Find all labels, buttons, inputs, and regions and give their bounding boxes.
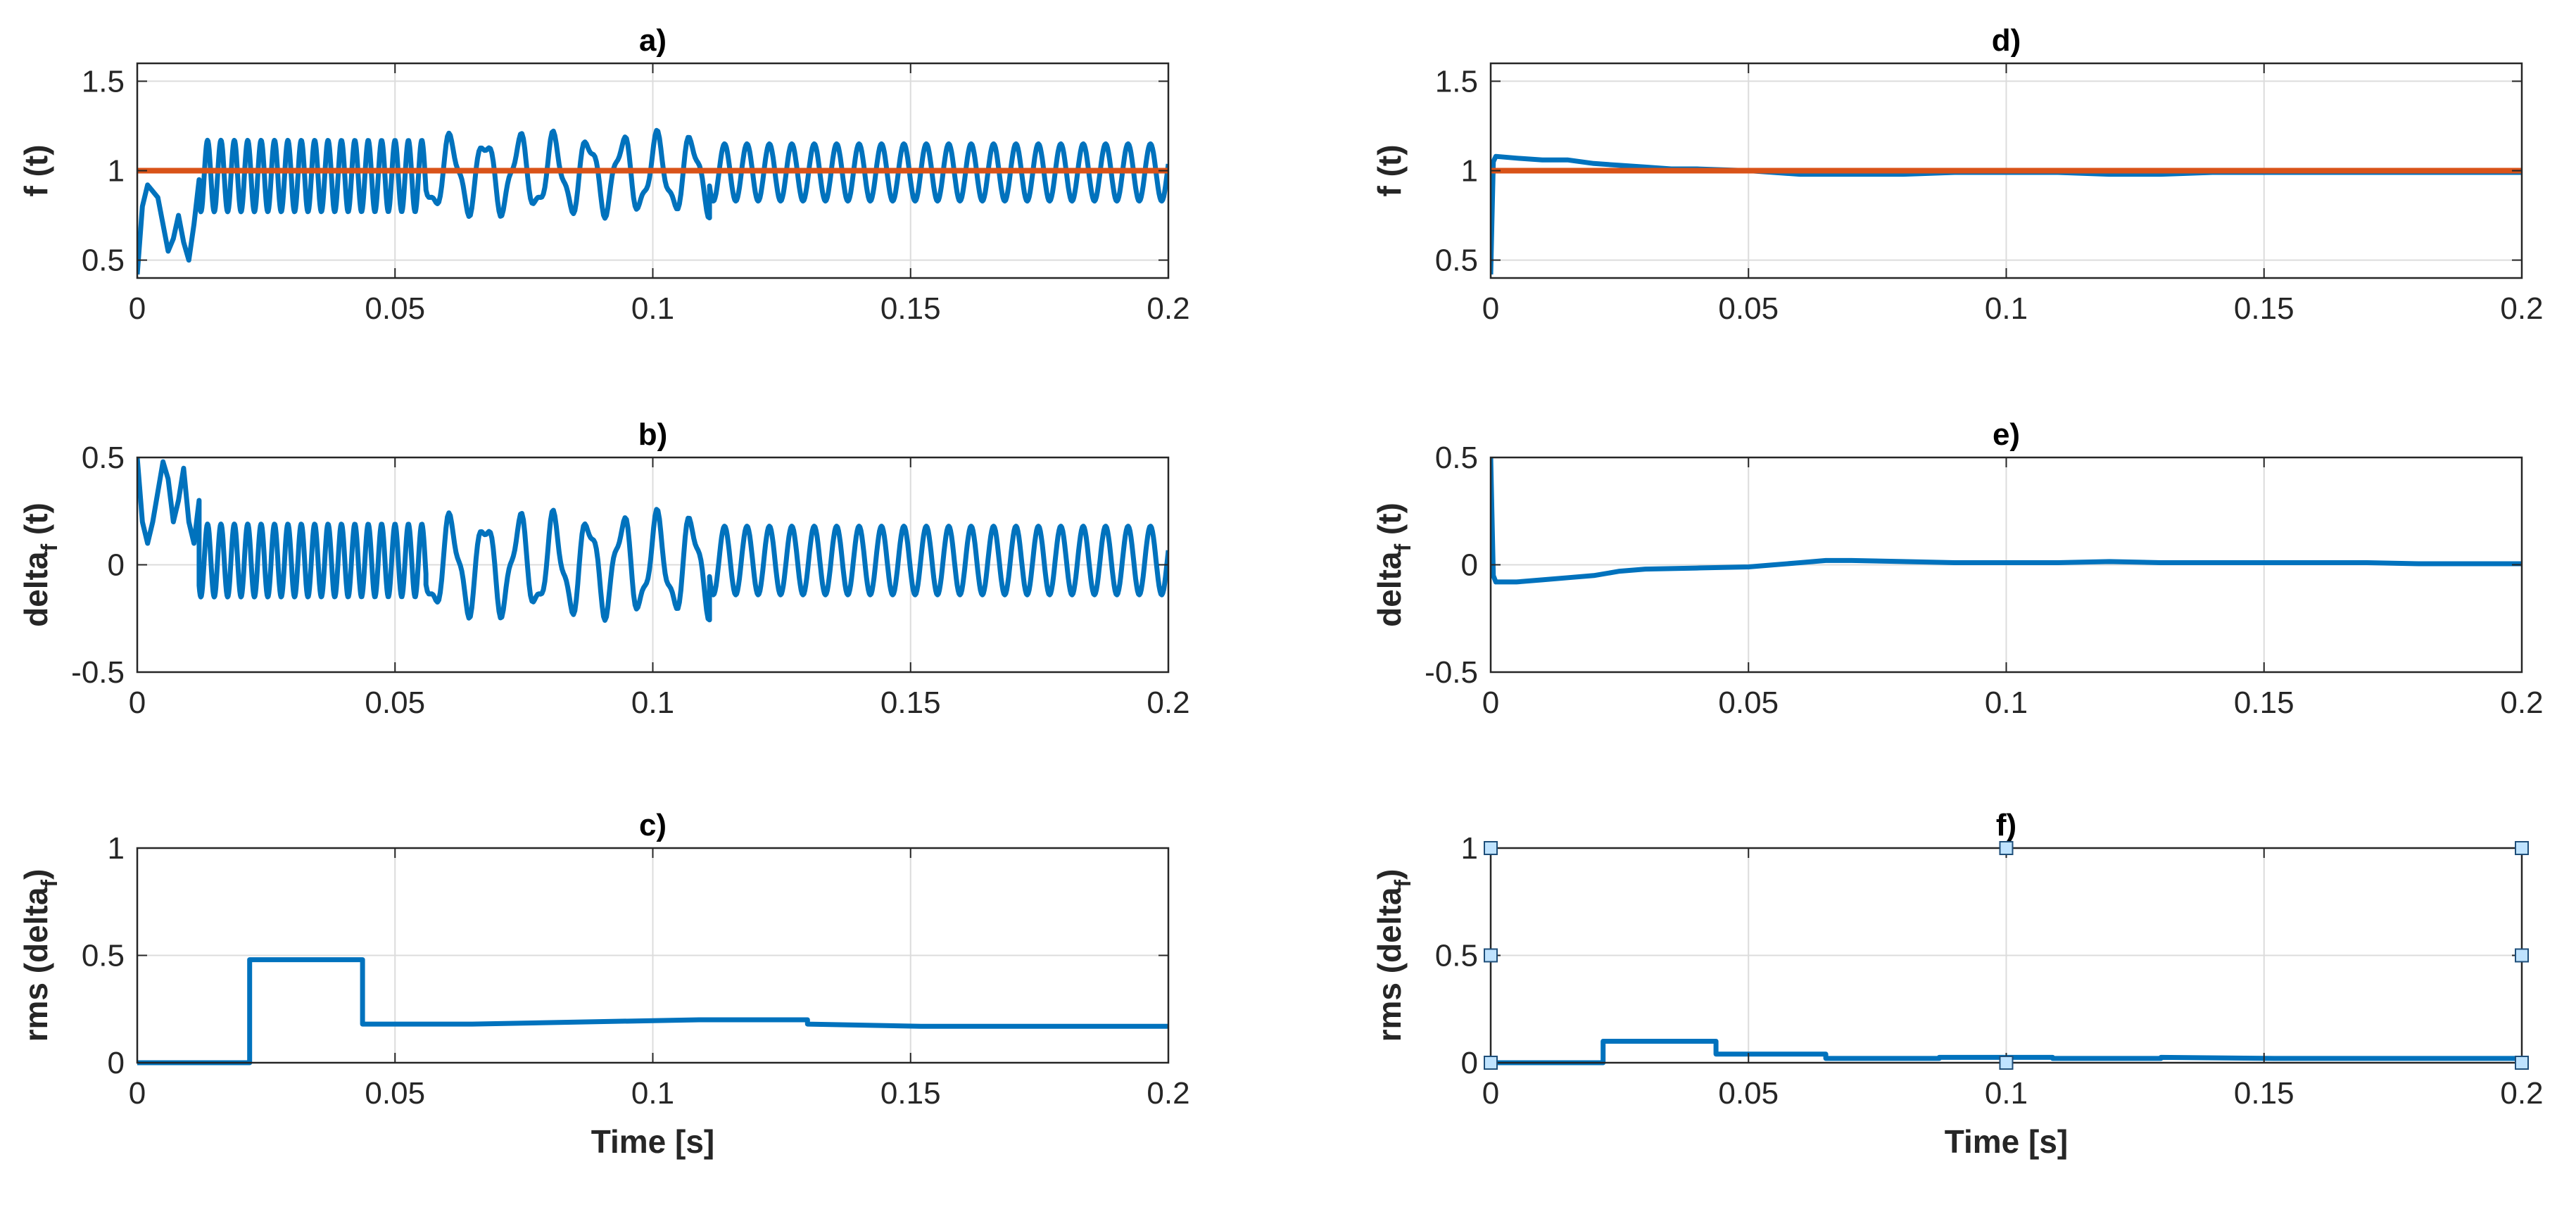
- x-tick-label: 0.15: [2234, 1076, 2294, 1111]
- y-tick-label: 0.5: [1435, 244, 1478, 278]
- x-tick-label: 0.05: [1718, 685, 1779, 720]
- subplot-d: 0 0.05 0.1 0.15 0.2 0.5 1 1.5 d) f (t): [1371, 23, 2544, 326]
- x-tick-label: 0.15: [880, 1076, 941, 1111]
- y-tick-label: 0.5: [82, 939, 125, 973]
- x-tick-label: 0.2: [1147, 291, 1189, 326]
- x-tick-label: 0.05: [1718, 1076, 1779, 1111]
- selection-handle[interactable]: [1999, 1056, 2014, 1070]
- y-tick-label: 1: [108, 154, 125, 189]
- y-tick-label: 0.5: [1435, 441, 1478, 475]
- y-axis-label-main: delta: [18, 551, 54, 627]
- selection-handle[interactable]: [1999, 841, 2014, 855]
- y-tick-label: 1: [108, 831, 125, 866]
- subplot-title: c): [639, 808, 667, 842]
- y-axis-label-subscript: f: [37, 880, 62, 887]
- y-tick-label: 1: [1461, 831, 1478, 866]
- x-tick-label: 0.1: [631, 1076, 674, 1111]
- selection-handle[interactable]: [1484, 841, 1498, 855]
- subplot-title: a): [639, 23, 667, 58]
- x-tick-label: 0: [1482, 291, 1499, 326]
- y-axis-label: rms (deltaf): [1371, 869, 1415, 1042]
- x-tick-label: 0.1: [1985, 1076, 2028, 1111]
- x-tick-label: 0: [129, 685, 146, 720]
- x-tick-label: 0: [1482, 685, 1499, 720]
- x-axis-label: Time [s]: [1945, 1123, 2069, 1160]
- y-axis-label: rms (deltaf): [18, 869, 62, 1042]
- subplot-title: d): [1992, 23, 2021, 58]
- y-tick-label: 0.5: [1435, 939, 1478, 973]
- x-tick-label: 0.05: [365, 685, 425, 720]
- x-tick-label: 0.15: [880, 685, 941, 720]
- series-line-delta-f-t-: [137, 457, 1168, 623]
- subplot-f: 0 0.05 0.1 0.15 0.200.51f)rms (deltaf)Time […: [1371, 808, 2544, 1160]
- y-tick-label: 1.5: [82, 64, 125, 99]
- subplot-title: e): [1993, 417, 2020, 452]
- y-tick-label: 0.5: [82, 244, 125, 278]
- y-axis-label-main: rms (delta: [18, 887, 54, 1042]
- x-tick-label: 0.15: [2234, 685, 2294, 720]
- y-axis-label-suffix: (t): [18, 503, 54, 544]
- y-tick-label: 0.5: [82, 441, 125, 475]
- y-tick-label: 1: [1461, 154, 1478, 189]
- x-tick-label: 0.2: [2500, 685, 2543, 720]
- subplot-b: 0 0.05 0.1 0.15 0.2-0.500.5b)deltaf (t): [18, 417, 1190, 720]
- x-tick-label: 0: [129, 1076, 146, 1111]
- series-line-rms-delta-f-: [1491, 1039, 2522, 1066]
- y-axis-label-suffix: (t): [1371, 503, 1408, 544]
- y-tick-label: 0: [1461, 1046, 1478, 1080]
- y-axis-label-subscript: f: [37, 544, 62, 552]
- x-tick-label: 0: [1482, 1076, 1499, 1111]
- y-tick-label: -0.5: [1425, 655, 1478, 690]
- x-tick-label: 0.15: [880, 291, 941, 326]
- subplot-title: b): [638, 417, 668, 452]
- x-tick-label: 0.05: [1718, 291, 1779, 326]
- y-axis-label-suffix: ): [18, 869, 54, 880]
- y-tick-label: 1.5: [1435, 64, 1478, 99]
- y-axis-label-main: rms (delta: [1371, 887, 1408, 1042]
- y-tick-label: 0: [108, 548, 125, 583]
- subplot-a: 0 0.05 0.1 0.15 0.2 0.5 1 1.5 a) f (t): [18, 23, 1190, 326]
- x-tick-label: 0.05: [365, 291, 425, 326]
- selection-handle[interactable]: [1484, 948, 1498, 963]
- x-tick-label: 0.2: [1147, 1076, 1189, 1111]
- y-tick-label: 0: [108, 1046, 125, 1080]
- y-axis-label: deltaf (t): [1371, 503, 1415, 627]
- x-tick-label: 0.2: [2500, 1076, 2543, 1111]
- selection-handle[interactable]: [1484, 1056, 1498, 1070]
- y-axis-label: deltaf (t): [18, 503, 62, 627]
- selection-handle[interactable]: [2515, 1056, 2529, 1070]
- subplot-e: 0 0.05 0.1 0.15 0.2-0.500.5e)deltaf (t): [1371, 417, 2544, 720]
- x-tick-label: 0.05: [365, 1076, 425, 1111]
- y-axis-label: f (t): [18, 144, 54, 196]
- x-tick-label: 0.2: [2500, 291, 2543, 326]
- y-axis-label-main: f (t): [18, 144, 54, 196]
- y-tick-label: 0: [1461, 548, 1478, 583]
- x-tick-label: 0.1: [1985, 291, 2028, 326]
- x-tick-label: 0.15: [2234, 291, 2294, 326]
- series-line-delta-f-t-: [1491, 457, 2522, 585]
- y-axis-label-subscript: f: [1390, 544, 1415, 552]
- series-line-f-t-: [137, 127, 1168, 275]
- series-line-rms-delta-f-: [137, 957, 1168, 1066]
- x-tick-label: 0.2: [1147, 685, 1189, 720]
- x-tick-label: 0.1: [631, 685, 674, 720]
- selection-handle[interactable]: [2515, 841, 2529, 855]
- selection-handle[interactable]: [2515, 948, 2529, 963]
- subplot-c: 0 0.05 0.1 0.15 0.2 0 0.5 1 c) rms (deltaf) Time […: [18, 808, 1190, 1160]
- x-tick-label: 0.1: [1985, 685, 2028, 720]
- y-axis-label-subscript: f: [1390, 880, 1415, 887]
- y-axis-label-suffix: ): [1371, 869, 1408, 880]
- y-axis-label-main: delta: [1371, 551, 1408, 627]
- y-tick-label: -0.5: [71, 655, 125, 690]
- x-tick-label: 0.1: [631, 291, 674, 326]
- subplot-title: f): [1996, 808, 2016, 842]
- y-axis-label: f (t): [1371, 144, 1408, 196]
- x-axis-label: Time [s]: [591, 1123, 715, 1160]
- y-axis-label-main: f (t): [1371, 144, 1408, 196]
- x-tick-label: 0: [129, 291, 146, 326]
